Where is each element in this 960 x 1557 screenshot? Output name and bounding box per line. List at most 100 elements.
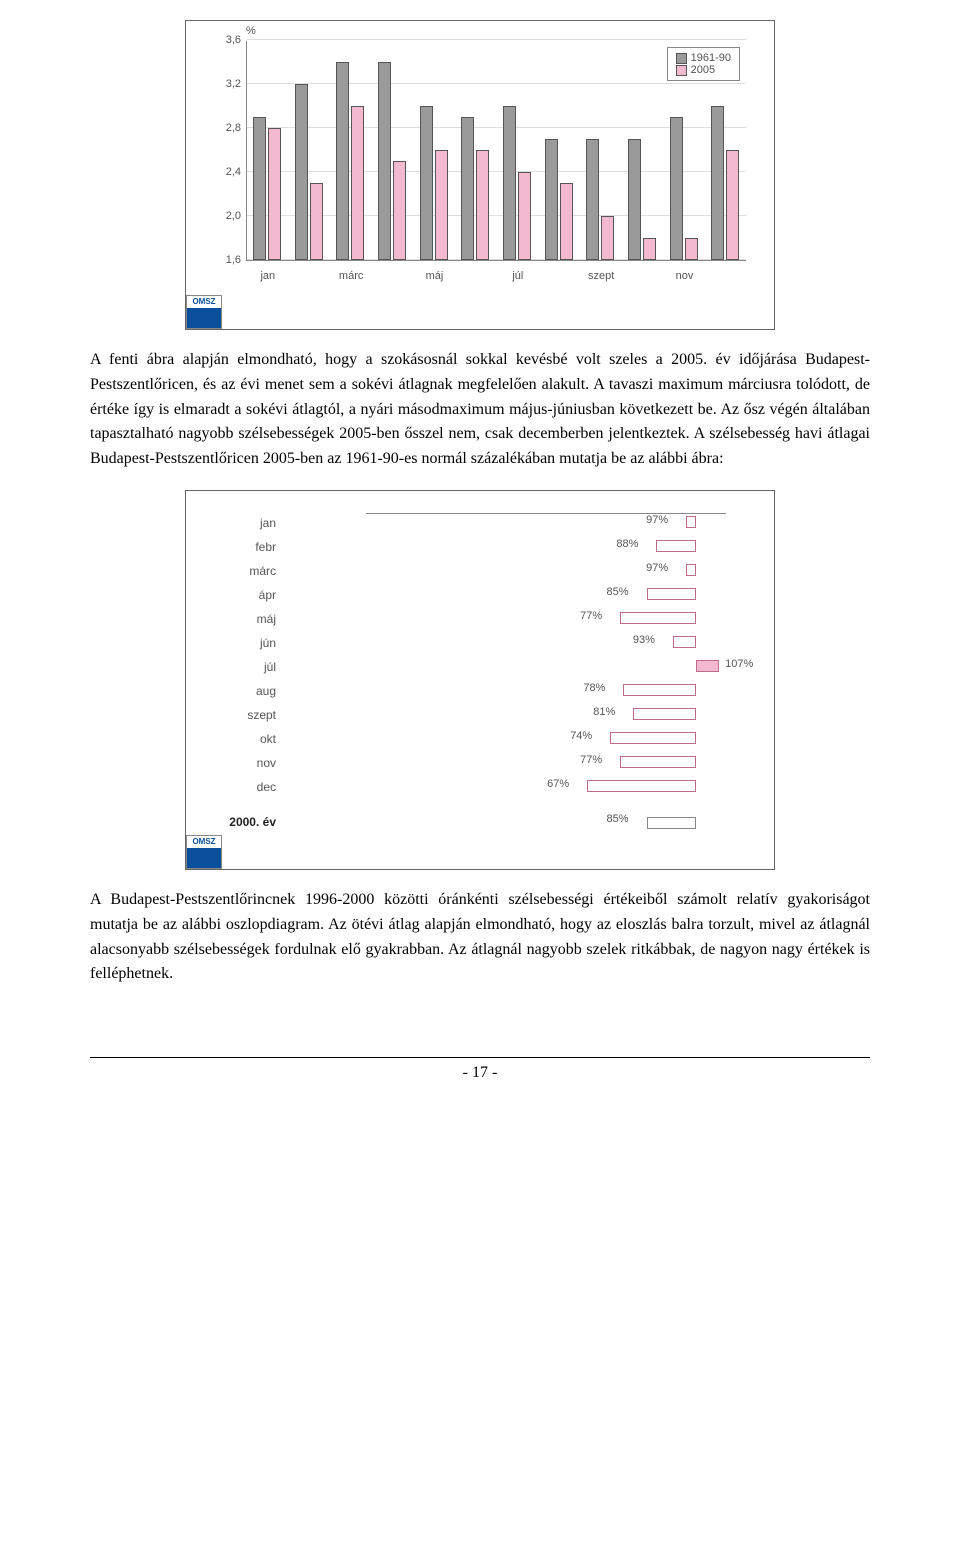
bar-1961-90-ápr <box>378 62 391 260</box>
omsz-logo-icon: OMSZ <box>186 295 222 329</box>
explanatory-paragraph-1: A fenti ábra alapján elmondható, hogy a … <box>90 348 870 472</box>
bar-1961-90-febr <box>295 84 308 260</box>
bar-2005-aug <box>560 183 573 260</box>
pct-value: 107% <box>725 658 753 670</box>
bar-wrap: 67% <box>306 780 774 794</box>
bar-wrap: 88% <box>306 540 774 554</box>
bar-wrap: 93% <box>306 636 774 650</box>
pct-bar <box>673 636 696 648</box>
pct-plot-area: jan97%febr88%márc97%ápr85%máj77%jún93%jú… <box>186 491 774 829</box>
plot-area: 1961-90 2005 1,62,02,42,83,23,6janmárcmá… <box>246 41 746 261</box>
pct-row-jan: jan97% <box>186 513 774 533</box>
pct-row-aug: aug 78% <box>186 681 774 701</box>
pct-value: 81% <box>593 706 615 718</box>
y-tick-label: 2,0 <box>226 210 241 222</box>
x-tick-label: nov <box>676 270 694 282</box>
pct-summary-row: 2000. év85% <box>186 815 774 829</box>
x-tick-label: márc <box>339 270 363 282</box>
omsz-logo-icon: OMSZ <box>186 835 222 869</box>
pct-bar <box>686 564 696 576</box>
month-label: aug <box>186 684 306 698</box>
pct-value: 77% <box>580 754 602 766</box>
x-tick-label: júl <box>512 270 523 282</box>
bar-2005-jan <box>268 128 281 260</box>
bar-1961-90-jan <box>253 117 266 260</box>
bar-2005-nov <box>685 238 698 260</box>
bar-wrap: 97% <box>306 516 774 530</box>
pct-row-dec: dec67% <box>186 777 774 797</box>
month-label: dec <box>186 780 306 794</box>
pct-bar <box>620 756 696 768</box>
pct-value: 77% <box>580 610 602 622</box>
pct-value: 85% <box>607 586 629 598</box>
month-label: okt <box>186 732 306 746</box>
y-axis-unit: % <box>246 25 256 37</box>
bar-2005-szept <box>601 216 614 260</box>
page-number: - 17 - <box>90 1064 870 1082</box>
month-label: márc <box>186 564 306 578</box>
bar-1961-90-aug <box>545 139 558 260</box>
bar-wrap: 77% <box>306 756 774 770</box>
pct-row-ápr: ápr 85% <box>186 585 774 605</box>
legend-swatch-icon <box>676 53 687 64</box>
bar-2005-febr <box>310 183 323 260</box>
gridline <box>247 39 746 40</box>
month-label: nov <box>186 756 306 770</box>
bar-wrap: 74% <box>306 732 774 746</box>
legend-swatch-icon <box>676 65 687 76</box>
bar-2005-ápr <box>393 161 406 260</box>
pct-value: 97% <box>646 562 668 574</box>
bar-2005-júl <box>518 172 531 260</box>
month-label: szept <box>186 708 306 722</box>
axis-line <box>366 513 726 514</box>
pct-bar <box>610 732 696 744</box>
bar-1961-90-okt <box>628 139 641 260</box>
bar-2005-dec <box>726 150 739 260</box>
y-tick-label: 2,8 <box>226 122 241 134</box>
bar-1961-90-máj <box>420 106 433 260</box>
summary-bar-wrap: 85% <box>306 815 774 829</box>
bar-wrap: 81% <box>306 708 774 722</box>
month-label: ápr <box>186 588 306 602</box>
bar-wrap: 107% <box>306 660 774 674</box>
pct-bar <box>620 612 696 624</box>
pct-row-máj: máj 77% <box>186 609 774 629</box>
bar-1961-90-júl <box>503 106 516 260</box>
bar-wrap: 77% <box>306 612 774 626</box>
bar-2005-márc <box>351 106 364 260</box>
x-tick-label: máj <box>426 270 444 282</box>
pct-row-jún: jún 93% <box>186 633 774 653</box>
explanatory-paragraph-2: A Budapest-Pestszentlőrincnek 1996-2000 … <box>90 888 870 987</box>
pct-bar <box>623 684 696 696</box>
summary-value: 85% <box>607 813 629 825</box>
month-label: júl <box>186 660 306 674</box>
x-tick-label: szept <box>588 270 614 282</box>
pct-bar <box>587 780 696 792</box>
bar-1961-90-szept <box>586 139 599 260</box>
y-tick-label: 1,6 <box>226 254 241 266</box>
month-label: máj <box>186 612 306 626</box>
y-tick-label: 3,6 <box>226 34 241 46</box>
month-label: jún <box>186 636 306 650</box>
y-tick-label: 3,2 <box>226 78 241 90</box>
pct-row-febr: febr88% <box>186 537 774 557</box>
pct-value: 78% <box>583 682 605 694</box>
bar-1961-90-dec <box>711 106 724 260</box>
month-label: jan <box>186 516 306 530</box>
pct-value: 74% <box>570 730 592 742</box>
bar-2005-okt <box>643 238 656 260</box>
pct-row-márc: márc 97% <box>186 561 774 581</box>
pct-row-szept: szept 81% <box>186 705 774 725</box>
y-tick-label: 2,4 <box>226 166 241 178</box>
pct-bar <box>656 540 696 552</box>
pct-value: 93% <box>633 634 655 646</box>
legend-item-1961-90: 1961-90 <box>676 52 731 64</box>
gridline <box>247 83 746 84</box>
bar-wrap: 85% <box>306 588 774 602</box>
bar-2005-máj <box>435 150 448 260</box>
pct-value: 88% <box>616 538 638 550</box>
bar-1961-90-nov <box>670 117 683 260</box>
bar-wrap: 78% <box>306 684 774 698</box>
pct-row-okt: okt 74% <box>186 729 774 749</box>
pct-bar <box>633 708 696 720</box>
